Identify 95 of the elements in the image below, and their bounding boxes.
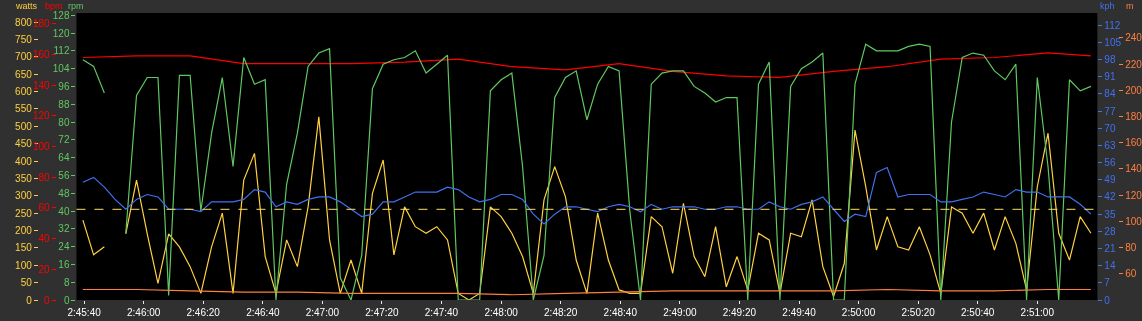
y3-tick-label: 8 bbox=[63, 276, 70, 288]
y-tick-label: 70 bbox=[1104, 122, 1116, 134]
y-tick-label: 550 bbox=[15, 103, 33, 115]
y-tick-label: 0 bbox=[1104, 294, 1111, 306]
y3-tick-label: 24 bbox=[58, 241, 70, 253]
y-tick-label: 84 bbox=[1104, 88, 1116, 100]
line-series bbox=[82, 52, 1092, 79]
y2-tick-label: 80 bbox=[1125, 242, 1137, 254]
y-tick-label: 200 bbox=[15, 225, 33, 237]
y-tick-label: 350 bbox=[15, 172, 33, 184]
y3-tick-label: 128 bbox=[52, 9, 70, 21]
y3-tick-label: 64 bbox=[58, 152, 70, 164]
y3-tick-label: 40 bbox=[58, 205, 70, 217]
y-tick-label: 42 bbox=[1104, 191, 1116, 203]
y-tick-label: 300 bbox=[15, 190, 33, 202]
y2-tick-label: 240 bbox=[1125, 32, 1142, 44]
y-tick-label: 700 bbox=[15, 51, 33, 63]
y-tick-label: 400 bbox=[15, 155, 33, 167]
y-tick-label: 750 bbox=[15, 33, 33, 45]
y2-tick-label: 220 bbox=[1125, 58, 1142, 70]
y2-tick-label: 200 bbox=[1125, 84, 1142, 96]
y-tick-label: 650 bbox=[15, 68, 33, 80]
y-tick-label: 98 bbox=[1104, 54, 1116, 66]
y2-tick-label: 160 bbox=[1125, 137, 1142, 149]
x-tick-label: 2:47:20 bbox=[365, 307, 400, 318]
y3-tick-label: 56 bbox=[58, 169, 70, 181]
y3-tick-label: 16 bbox=[58, 258, 70, 270]
y2-tick-label: 120 bbox=[32, 110, 51, 122]
y-tick-label: 600 bbox=[15, 86, 33, 98]
y-axis-title: watts bbox=[15, 1, 38, 11]
y2-tick-label: 80 bbox=[38, 171, 51, 183]
y-tick-label: 0 bbox=[26, 294, 33, 306]
y3-tick-label: 112 bbox=[53, 45, 70, 57]
x-tick-label: 2:45:40 bbox=[67, 307, 102, 318]
y3-tick-label: 104 bbox=[52, 63, 70, 75]
y2-axis-title: bpm bbox=[45, 1, 63, 11]
y-tick-label: 91 bbox=[1104, 71, 1116, 83]
y-tick-label: 100 bbox=[15, 259, 33, 271]
y-tick-label: 56 bbox=[1104, 157, 1116, 169]
y3-tick-label: 80 bbox=[58, 116, 70, 128]
x-tick-label: 2:51:00 bbox=[1020, 307, 1055, 318]
x-tick-label: 2:48:40 bbox=[603, 307, 638, 318]
y-tick-label: 28 bbox=[1104, 225, 1116, 237]
y2-tick-label: 140 bbox=[1125, 163, 1142, 175]
y-tick-label: 105 bbox=[1104, 36, 1122, 48]
y3-tick-label: 48 bbox=[58, 187, 70, 199]
y-tick-label: 21 bbox=[1104, 242, 1116, 254]
y-tick-label: 800 bbox=[15, 16, 33, 28]
x-tick-label: 2:48:20 bbox=[544, 307, 578, 318]
y3-tick-label: 88 bbox=[58, 98, 70, 110]
y-tick-label: 7 bbox=[1104, 277, 1111, 289]
y-axis-title: kph bbox=[1100, 1, 1115, 11]
x-tick-label: 2:46:00 bbox=[127, 307, 161, 318]
x-tick-label: 2:49:20 bbox=[722, 307, 757, 318]
y-tick-label: 35 bbox=[1104, 208, 1116, 220]
y-tick-label: 14 bbox=[1104, 260, 1116, 272]
y-tick-label: 500 bbox=[15, 120, 33, 132]
y2-tick-label: 40 bbox=[38, 233, 51, 245]
y-tick-label: 77 bbox=[1104, 105, 1116, 117]
x-tick-label: 2:50:40 bbox=[960, 307, 995, 318]
y2-tick-label: 60 bbox=[1125, 268, 1137, 280]
y-tick-label: 150 bbox=[15, 242, 33, 254]
x-tick-label: 2:50:00 bbox=[841, 307, 876, 318]
y2-tick-label: 160 bbox=[32, 48, 51, 60]
y2-tick-label: 180 bbox=[32, 18, 51, 30]
y2-axis-title: m bbox=[1126, 1, 1134, 11]
y3-tick-label: 120 bbox=[52, 27, 70, 39]
x-tick-label: 2:46:20 bbox=[186, 307, 221, 318]
y-tick-label: 50 bbox=[20, 277, 33, 289]
y2-tick-label: 100 bbox=[1125, 215, 1142, 227]
y-tick-label: 450 bbox=[15, 138, 33, 150]
y3-axis-title: rpm bbox=[68, 1, 84, 11]
y2-tick-label: 60 bbox=[38, 202, 51, 214]
y-tick-label: 250 bbox=[15, 207, 33, 219]
x-tick-label: 2:49:40 bbox=[782, 307, 817, 318]
y3-tick-label: 72 bbox=[58, 134, 70, 146]
y2-tick-label: 100 bbox=[32, 141, 51, 153]
y3-tick-label: 0 bbox=[63, 294, 70, 306]
y3-tick-label: 96 bbox=[58, 80, 70, 92]
y2-tick-label: 120 bbox=[1125, 189, 1142, 201]
x-tick-label: 2:49:00 bbox=[663, 307, 697, 318]
y2-tick-label: 20 bbox=[38, 263, 51, 275]
x-tick-label: 2:50:20 bbox=[901, 307, 936, 318]
y-tick-label: 49 bbox=[1104, 174, 1116, 186]
y3-tick-label: 32 bbox=[58, 223, 70, 235]
line-series bbox=[82, 166, 1092, 225]
x-tick-label: 2:46:40 bbox=[246, 307, 280, 318]
y2-tick-label: 180 bbox=[1125, 111, 1142, 123]
x-tick-label: 2:47:40 bbox=[424, 307, 459, 318]
x-tick-label: 2:47:00 bbox=[305, 307, 340, 318]
y-tick-label: 112 bbox=[1104, 19, 1121, 31]
y2-tick-label: 0 bbox=[44, 294, 51, 306]
y-tick-label: 63 bbox=[1104, 139, 1116, 151]
x-tick-label: 2:48:00 bbox=[484, 307, 519, 318]
y2-tick-label: 140 bbox=[32, 79, 51, 91]
